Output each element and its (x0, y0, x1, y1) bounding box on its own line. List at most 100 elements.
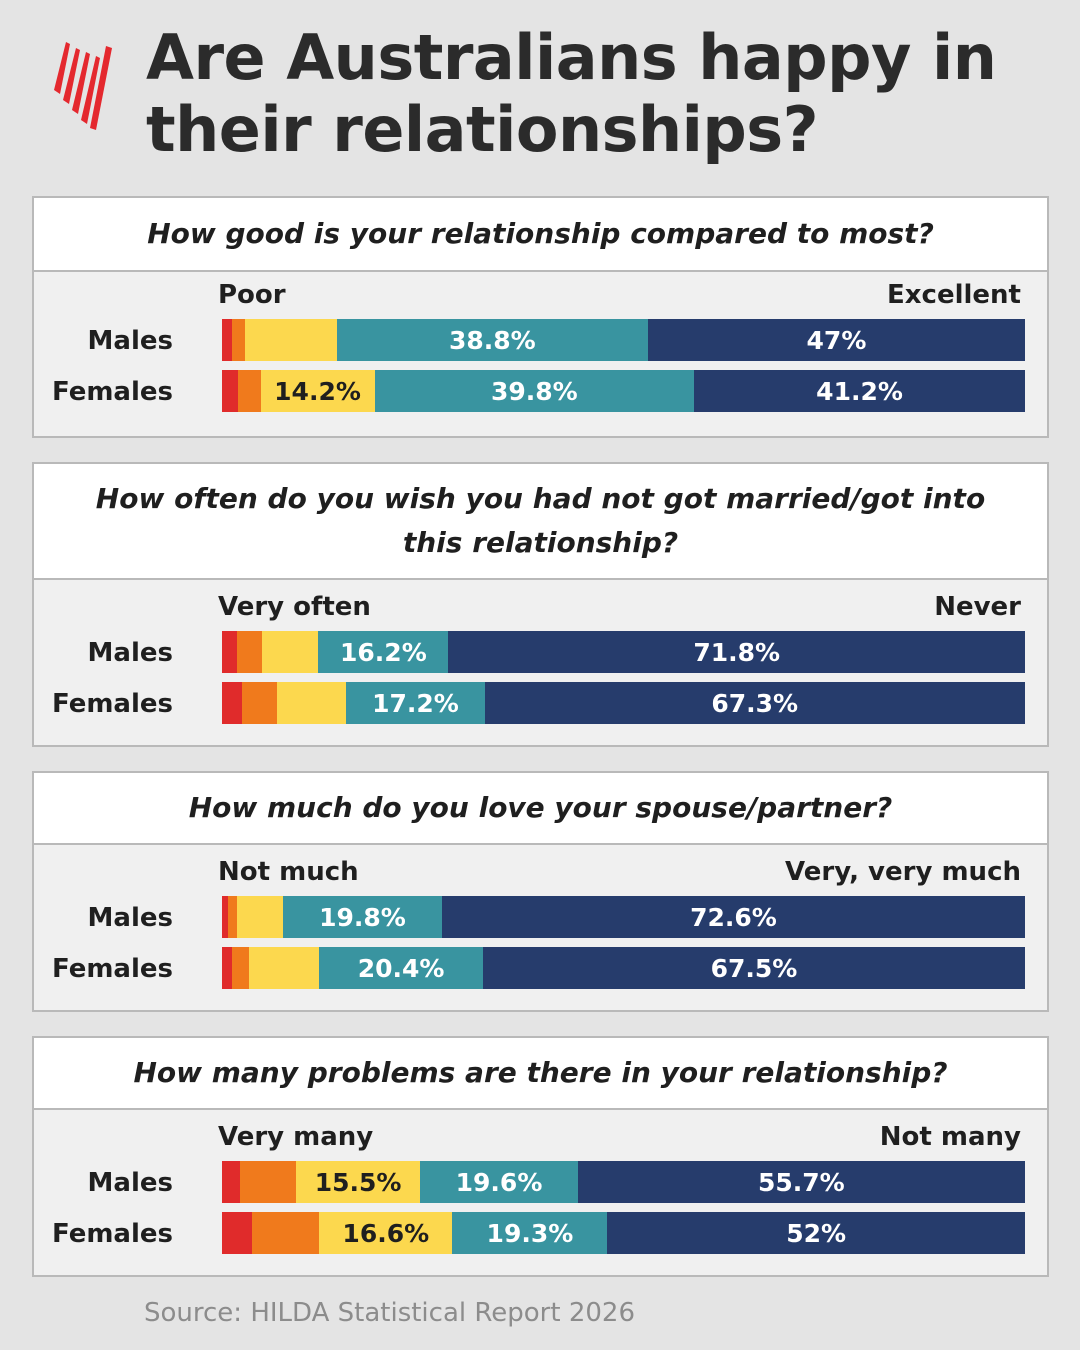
bar-segment-neutral: 14.2% (260, 370, 375, 412)
bar-segment-positive: 19.6% (420, 1161, 578, 1203)
page-title-line-1: Are Australians happy in (146, 21, 997, 94)
bar-segment-neutral (249, 947, 320, 989)
stacked-bar-females: 16.6% 19.3% 52% (222, 1212, 1025, 1254)
question-header: How good is your relationship compared t… (34, 198, 1047, 272)
scale-left-label: Very often (218, 592, 371, 622)
row-label-males: Males (87, 326, 173, 356)
question-header: How many problems are there in your rela… (34, 1038, 1047, 1110)
bar-segment-very-negative (222, 319, 232, 361)
bar-segment-very-positive: 71.8% (448, 631, 1025, 673)
data-label: 67.3% (711, 688, 799, 718)
question-header: How often do you wish you had not got ma… (34, 464, 1047, 580)
bar-segment-negative (240, 1161, 296, 1203)
page-title-line-2: their relationships? (146, 93, 819, 166)
data-label: 19.6% (455, 1167, 543, 1197)
data-label: 41.2% (816, 376, 903, 406)
bar-segment-very-negative (222, 1212, 252, 1254)
logo-icon (54, 42, 112, 130)
chart-panel-love: How much do you love your spouse/partner… (32, 771, 1049, 1012)
page-title: Are Australians happy in their relations… (146, 21, 997, 166)
scale-right-label: Excellent (887, 280, 1021, 310)
data-label: 72.6% (690, 902, 777, 932)
bar-segment-neutral (245, 319, 337, 361)
data-label: 19.3% (486, 1218, 574, 1248)
bar-segment-very-positive: 67.5% (482, 947, 1025, 989)
scale-left-label: Very many (218, 1122, 374, 1152)
chart-panel-problems: How many problems are there in your rela… (32, 1036, 1049, 1277)
bar-segment-neutral (237, 896, 283, 938)
bar-segment-negative (227, 896, 238, 938)
bar-segment-positive: 16.2% (318, 631, 449, 673)
bar-segment-very-positive: 55.7% (577, 1161, 1025, 1203)
stacked-bar-females: 20.4% 67.5% (222, 947, 1025, 989)
bar-segment-neutral (262, 631, 319, 673)
bar-segment-very-negative (222, 896, 228, 938)
bar-segment-positive: 20.4% (319, 947, 483, 989)
data-label: 71.8% (693, 637, 781, 667)
bar-segment-negative (238, 370, 261, 412)
row-label-females: Females (52, 1219, 173, 1249)
question-text-line-2: this relationship? (402, 526, 679, 559)
bar-segment-very-positive: 47% (647, 319, 1025, 361)
data-label: 20.4% (357, 953, 445, 983)
bar-segment-very-negative (222, 947, 233, 989)
bar-segment-very-negative (222, 1161, 241, 1203)
data-label: 67.5% (710, 953, 798, 983)
question-text: How good is your relationship compared t… (147, 217, 934, 250)
data-label: 14.2% (274, 376, 361, 406)
bar-segment-negative (237, 631, 263, 673)
source-note: Source: HILDA Statistical Report 2026 (144, 1298, 635, 1328)
row-label-females: Females (52, 689, 173, 719)
row-label-males: Males (87, 1168, 173, 1198)
data-label: 55.7% (757, 1167, 845, 1197)
row-label-females: Females (52, 377, 173, 407)
data-label: 16.6% (342, 1218, 430, 1248)
data-label: 19.8% (319, 902, 406, 932)
data-label: 38.8% (448, 325, 536, 355)
data-label: 17.2% (372, 688, 459, 718)
bar-segment-positive: 19.3% (452, 1212, 608, 1254)
bar-segment-negative (251, 1212, 320, 1254)
question-text: How many problems are there in your rela… (133, 1056, 948, 1089)
question-header: How much do you love your spouse/partner… (34, 773, 1047, 845)
chart-panel-relationship-quality: How good is your relationship compared t… (32, 196, 1049, 438)
stacked-bar-males: 16.2% 71.8% (222, 631, 1025, 673)
stacked-bar-females: 17.2% 67.3% (222, 682, 1025, 724)
bar-segment-neutral (276, 682, 347, 724)
bar-segment-neutral: 15.5% (295, 1161, 421, 1203)
bar-segment-positive: 17.2% (346, 682, 485, 724)
bar-segment-negative (242, 682, 277, 724)
question-text: How often do you wish you had not got ma… (96, 477, 985, 565)
bar-segment-negative (232, 947, 250, 989)
row-label-females: Females (52, 954, 173, 984)
stacked-bar-males: 19.8% 72.6% (222, 896, 1025, 938)
scale-left-label: Poor (218, 280, 286, 310)
question-text-line-1: How often do you wish you had not got ma… (95, 482, 986, 515)
scale-right-label: Not many (879, 1122, 1021, 1152)
bar-segment-positive: 19.8% (283, 896, 442, 938)
data-label: 39.8% (490, 376, 578, 406)
data-label: 47% (806, 325, 867, 355)
bar-segment-neutral: 16.6% (319, 1212, 453, 1254)
data-label: 52% (786, 1218, 847, 1248)
chart-panel-regret: How often do you wish you had not got ma… (32, 462, 1049, 747)
row-label-males: Males (87, 903, 173, 933)
bar-segment-very-positive: 67.3% (484, 682, 1025, 724)
scale-left-label: Not much (218, 857, 359, 887)
bar-segment-positive: 39.8% (374, 370, 695, 412)
row-label-males: Males (87, 638, 173, 668)
bar-segment-very-negative (222, 370, 239, 412)
stacked-bar-males: 15.5% 19.6% 55.7% (222, 1161, 1025, 1203)
stacked-bar-females: 14.2% 39.8% 41.2% (222, 370, 1025, 412)
data-label: 15.5% (314, 1167, 402, 1197)
bar-segment-positive: 38.8% (336, 319, 648, 361)
bar-segment-very-negative (222, 631, 238, 673)
bar-segment-very-positive: 72.6% (441, 896, 1025, 938)
bar-segment-very-positive: 52% (607, 1212, 1025, 1254)
bar-segment-negative (231, 319, 246, 361)
stacked-bar-males: 38.8% 47% (222, 319, 1025, 361)
data-label: 16.2% (340, 637, 427, 667)
question-text: How much do you love your spouse/partner… (188, 791, 893, 824)
scale-right-label: Never (934, 592, 1021, 622)
bar-segment-very-negative (222, 682, 243, 724)
